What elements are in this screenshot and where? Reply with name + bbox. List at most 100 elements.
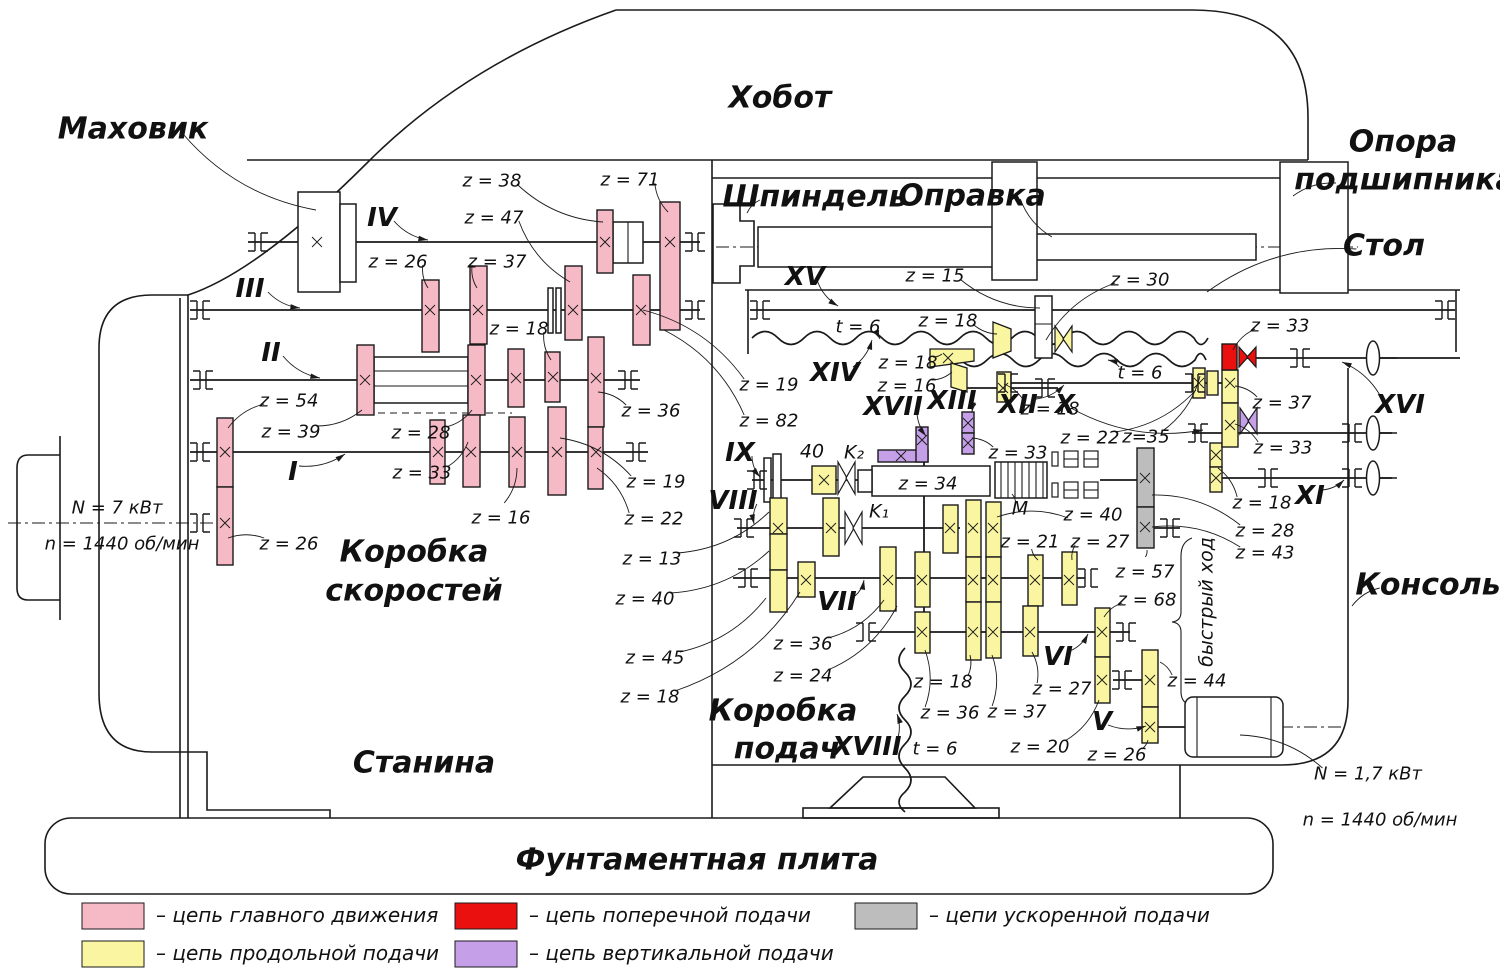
leader-line [1045, 282, 1116, 341]
bearing-icon [747, 470, 767, 490]
white-part [373, 356, 469, 404]
key-x-mark-icon [590, 446, 602, 458]
coupling-icon [852, 509, 863, 547]
legend: – цепь главного движения – цепь продольн… [81, 902, 1210, 968]
white-part [991, 161, 1038, 281]
leader-line [445, 409, 473, 428]
key-x-mark-icon [664, 236, 676, 248]
leader-arrowhead [335, 454, 345, 462]
key-x-mark-icon [967, 626, 979, 638]
gear [1141, 706, 1159, 744]
key-x-mark-icon [1144, 721, 1156, 733]
white-part [1034, 295, 1053, 359]
leader-line [1031, 548, 1039, 561]
leader-arrowhead [897, 714, 903, 724]
leader-arrowhead [1081, 634, 1088, 644]
z-count-label: z=35 [1121, 426, 1169, 447]
part-name-label: Шпиндель [722, 180, 907, 215]
z-count-label: z = 18 [620, 686, 680, 707]
z-count-label: z = 40 [615, 588, 675, 609]
z-count-label: z = 18 [913, 671, 973, 692]
key-x-mark-icon [599, 236, 611, 248]
bed-profile [98, 294, 331, 818]
bearing-icon [1112, 670, 1132, 690]
body-left-curve [187, 9, 617, 296]
z-count-label: z = 26 [1087, 744, 1147, 765]
shaft-number-label: I [288, 457, 298, 487]
key-x-mark-icon [1096, 674, 1108, 686]
foundation-plate [44, 817, 1274, 895]
leader-line [267, 291, 301, 309]
leader-line [971, 437, 994, 448]
coupling-icon [845, 459, 856, 497]
key-x-mark-icon [551, 446, 563, 458]
z-count-label: z = 34 [898, 473, 958, 494]
part-name-label: Коробка [709, 694, 858, 729]
bearing-icon [998, 373, 1018, 393]
key-x-mark-icon [825, 522, 837, 534]
white-part [1279, 161, 1349, 294]
z-count-label: z = 18 [489, 318, 549, 339]
leader-line [282, 355, 321, 379]
z-count-label: z = 44 [1167, 670, 1227, 691]
leader-line [932, 353, 943, 358]
leader-line [227, 403, 265, 429]
leader-arrowhead [866, 340, 873, 350]
shaft-number-label: XII [996, 390, 1038, 420]
leader-line [679, 597, 767, 653]
leader-line [1141, 739, 1149, 750]
key-x-mark-icon [547, 371, 559, 383]
leader-line [996, 510, 1069, 519]
key-x-mark-icon [772, 522, 784, 534]
gear [985, 501, 1002, 558]
key-x-mark-icon [1139, 472, 1151, 484]
spec-label: N = 7 кВт [72, 497, 163, 518]
leader-line [1159, 661, 1173, 676]
bearing-icon [618, 370, 638, 390]
leader-line [676, 511, 770, 554]
key-x-mark-icon [590, 372, 602, 384]
z-count-label: t = 6 [1117, 362, 1162, 383]
leader-line [827, 599, 885, 639]
key-x-mark-icon [987, 626, 999, 638]
z-count-label: z = 47 [464, 207, 524, 228]
part-name-label: Маховик [58, 112, 209, 147]
key-x-mark-icon [359, 374, 371, 386]
z-count-label: z = 71 [600, 169, 660, 190]
shaft-number-label: IV [367, 203, 399, 233]
coupling-icon [844, 509, 855, 547]
gear [769, 569, 788, 613]
coupling-icon [1238, 345, 1249, 369]
clutch-letter-label: M [1012, 498, 1028, 520]
z-count-label: z = 28 [1235, 520, 1295, 541]
key-x-mark-icon [472, 304, 484, 316]
bearing-icon [1185, 373, 1205, 393]
leader-line [827, 605, 898, 671]
leader-line [180, 131, 317, 211]
shaft-number-label: VII [817, 587, 857, 617]
key-x-mark-icon [219, 517, 231, 529]
leader-arrowhead [1335, 480, 1344, 489]
z-count-label: z = 30 [1110, 269, 1170, 290]
key-x-mark-icon [311, 236, 323, 248]
bearing-icon [1035, 378, 1055, 398]
leader-line [1162, 375, 1201, 432]
bearing-icon [248, 232, 268, 252]
leader-arrowhead [1136, 726, 1146, 732]
legend-label: – цепь поперечной подачи [529, 903, 811, 927]
leader-line [967, 654, 972, 677]
handwheel-icon [1365, 460, 1381, 496]
key-x-mark-icon [944, 522, 956, 534]
leader-line [1234, 385, 1258, 398]
shaft-number-label: XIV [808, 358, 862, 388]
part-name-label: Фунтаментная плита [516, 843, 879, 878]
white-part [763, 457, 772, 503]
clutch-letter-label: K₂ [844, 442, 864, 464]
bearing-icon [750, 300, 770, 320]
shaft-number-label: VI [1043, 642, 1073, 672]
key-x-mark-icon [510, 372, 522, 384]
leader-arrowhead [290, 304, 300, 310]
gear [659, 201, 681, 331]
